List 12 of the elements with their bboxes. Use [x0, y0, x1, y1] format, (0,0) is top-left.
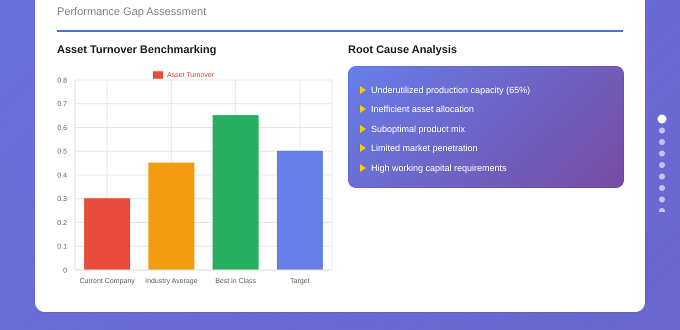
bar	[276, 150, 323, 270]
text: High working capital requirements	[371, 162, 507, 173]
bar	[84, 198, 130, 270]
text: Root Cause Analysis	[348, 44, 458, 56]
text: Limited market penetration	[371, 143, 478, 154]
text: Performance Gap Assessment	[57, 6, 208, 18]
text: Underutilized production capacity (65%)	[371, 84, 530, 95]
text: Suboptimal product mix	[371, 124, 466, 134]
text: Inefficient asset allocation	[371, 104, 474, 114]
bar	[148, 162, 194, 270]
bar	[212, 115, 259, 270]
chart-title: Asset Turnover Benchmarking	[57, 44, 216, 56]
